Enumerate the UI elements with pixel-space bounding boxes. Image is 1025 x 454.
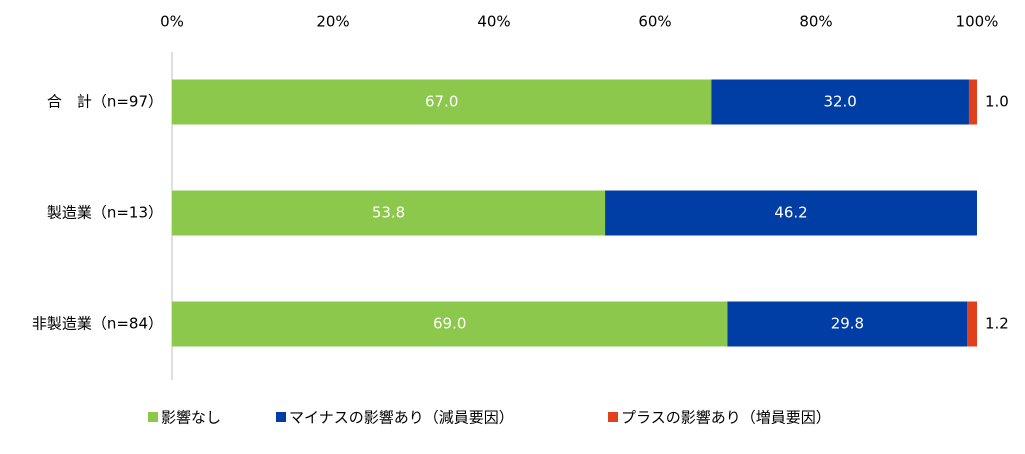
value-label: 32.0 [823, 93, 856, 111]
value-label: 67.0 [425, 93, 458, 111]
bar-segment [968, 79, 977, 125]
value-label: 1.2 [985, 315, 1009, 333]
legend-label: 影響なし [161, 409, 221, 427]
x-tick-label: 100% [956, 13, 999, 31]
y-tick-label: 非製造業（n=84） [32, 315, 163, 333]
bar-segment [172, 79, 712, 125]
legend-label: マイナスの影響あり（減員要因） [289, 409, 514, 427]
value-label: 29.8 [831, 315, 864, 333]
y-tick-label: 合 計（n=97） [47, 93, 163, 111]
x-tick-label: 0% [160, 13, 184, 31]
value-label: 1.0 [985, 93, 1009, 111]
bar-segment [727, 301, 968, 347]
bar-segment [172, 301, 728, 347]
legend-marker [276, 412, 286, 422]
x-tick-label: 60% [638, 13, 671, 31]
y-tick-label: 製造業（n=13） [47, 204, 163, 222]
bar-segment [711, 79, 969, 125]
bar-segment [172, 190, 606, 236]
value-label: 69.0 [433, 315, 466, 333]
bar-segment [605, 190, 977, 236]
legend-label: プラスの影響あり（増員要因） [621, 409, 831, 427]
legend-marker [608, 412, 618, 422]
bar-segment [967, 301, 977, 347]
value-label: 53.8 [372, 204, 405, 222]
x-tick-label: 80% [799, 13, 832, 31]
x-tick-label: 40% [477, 13, 510, 31]
value-label: 46.2 [774, 204, 807, 222]
x-tick-label: 20% [316, 13, 349, 31]
legend-marker [148, 412, 158, 422]
